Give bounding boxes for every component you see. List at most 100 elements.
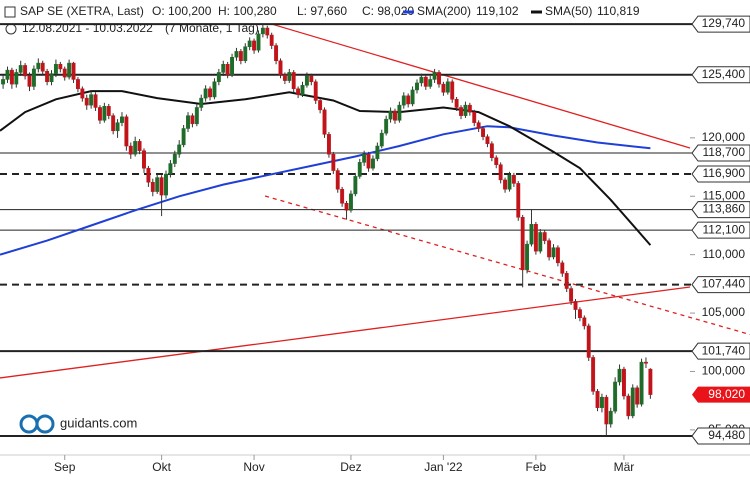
candle-body [137,141,142,151]
candle-body [45,71,50,83]
candle-body [472,111,477,123]
x-tick-label: Mär [614,460,635,474]
candle-body [525,243,530,271]
candle-body [296,88,301,95]
candle-body [529,224,534,245]
level-label: 116,900 [703,166,746,180]
candle-body [142,150,146,169]
candle-body [98,107,102,121]
close-label: C: 98,020 [362,4,414,18]
y-tick-label: 110,000 [703,247,746,261]
legend-value: 119,102 [476,4,519,18]
candle-body [291,72,296,90]
y-tick-label: 115,000 [703,188,746,202]
candle-body [555,247,560,264]
level-label-box [691,144,750,162]
candle-body [406,95,411,105]
legend-label: SMA(200) [417,4,471,18]
y-tick-label: 105,000 [702,305,746,319]
candle-body [375,145,380,160]
candle-body [128,145,133,155]
candle-body [481,128,485,137]
candle-body [604,396,609,425]
candle-body [485,136,490,144]
candle-body [538,232,543,252]
candle-body [560,262,565,274]
candle-body [476,122,481,129]
candle-body [75,79,80,90]
candle-body [459,107,463,116]
title: SAP SE (XETRA, Last) [20,4,144,18]
candle-body [542,232,547,241]
candle-body [511,174,516,184]
y-tick-label: 100,000 [702,364,746,378]
icon [4,6,16,18]
candle-body [115,122,120,132]
candle-body [393,110,397,121]
candle-body [428,79,433,87]
candle-body [14,72,19,85]
open-label: O: 100,200 [152,4,212,18]
logo: guidants.com [19,414,137,434]
candle-body [203,88,208,99]
candle-body [133,141,138,155]
candle-body [586,325,591,358]
candle-body [595,391,600,408]
candle-body [269,34,274,46]
level-label-box [691,427,750,445]
candle-body [326,134,331,155]
candle-body [234,51,239,58]
level-label: 107,440 [702,277,746,291]
candle-body [635,387,640,405]
candle-body [498,164,503,181]
candle-body [353,176,358,195]
x-tick-label: Sep [54,460,76,474]
candle-body [146,167,151,183]
candle-body [159,177,164,196]
candle-body [62,68,67,78]
candle-body [155,177,160,192]
candle-body [467,104,472,113]
candle-body [362,153,367,163]
candle-body [622,368,626,397]
candle-body [53,63,58,74]
candle-body [89,94,94,106]
candle-body [331,153,336,171]
candle-body [102,106,107,121]
candle-body [194,107,199,125]
candle-body [27,75,32,87]
sma-line [0,90,652,246]
candle-body [322,109,327,135]
level-label-box [691,221,750,239]
candle-body [216,72,221,83]
candle-body [252,40,257,51]
candle-body [304,75,309,86]
candle-body [71,62,76,80]
candle-body [516,183,521,218]
candle-body [463,104,468,116]
candle-body [120,116,124,123]
candle-body [357,162,362,177]
logo-icon [35,414,55,434]
candle-body [573,301,578,310]
candle-body [533,224,538,252]
candle-body [371,158,375,169]
candle-body [274,45,279,61]
candle-body [415,82,419,91]
candle-body [626,395,631,417]
candle-body [49,73,54,83]
candle-body [221,63,226,73]
candle-body [230,56,235,76]
candle-body [172,153,177,164]
candle-body [1,79,6,85]
candle-body [93,94,98,108]
candle-body [238,51,243,61]
level-label: 125,400 [702,67,746,81]
candle-body [199,97,204,108]
candle-body [190,115,195,125]
logo-text: guidants.com [60,415,137,430]
candle-body [124,116,129,147]
legend-value: 110,819 [597,4,640,18]
